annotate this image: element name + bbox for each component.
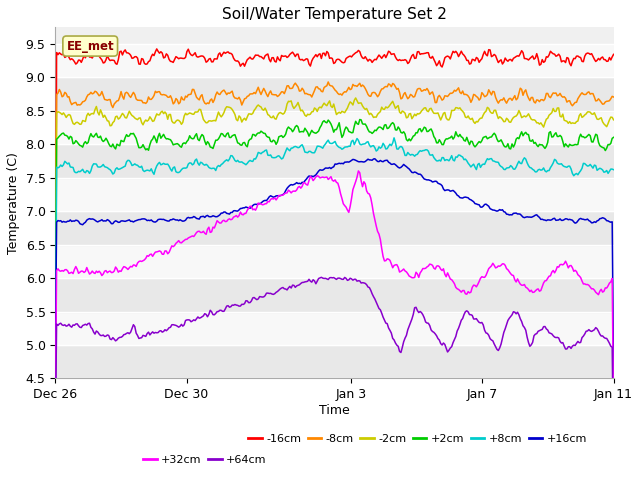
Bar [55,245,614,278]
Bar [55,144,614,178]
Bar [55,312,614,345]
Bar [55,345,614,378]
Y-axis label: Temperature (C): Temperature (C) [7,152,20,254]
X-axis label: Time: Time [319,404,350,417]
Bar [55,211,614,245]
Text: EE_met: EE_met [67,39,114,53]
Bar [55,77,614,111]
Bar [55,44,614,77]
Bar [55,278,614,312]
Bar [55,111,614,144]
Bar [55,178,614,211]
Legend: +32cm, +64cm: +32cm, +64cm [139,451,271,469]
Title: Soil/Water Temperature Set 2: Soil/Water Temperature Set 2 [222,7,447,22]
